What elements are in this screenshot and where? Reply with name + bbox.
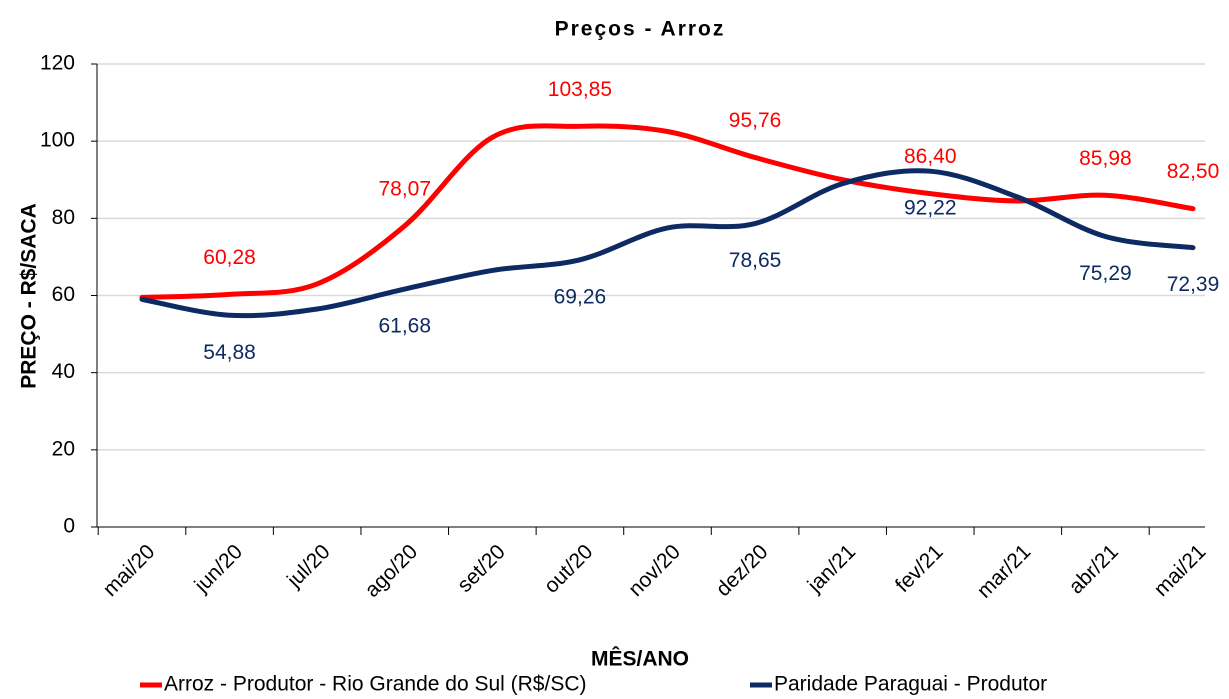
x-tick-label: mai/20 <box>99 540 160 601</box>
data-label: 60,28 <box>203 246 256 269</box>
chart-title: Preços - Arroz <box>555 18 726 41</box>
y-axis-title: PREÇO - R$/SACA <box>18 203 41 389</box>
y-tick-label: 80 <box>52 206 75 229</box>
x-tick-label: fev/21 <box>891 540 948 597</box>
y-tick-label: 0 <box>63 515 75 538</box>
y-tick-label: 40 <box>52 360 75 383</box>
data-label: 85,98 <box>1079 147 1132 170</box>
x-tick-label: ago/20 <box>361 540 423 602</box>
data-label: 78,07 <box>378 177 431 200</box>
data-label: 82,50 <box>1167 160 1220 183</box>
data-label: 54,88 <box>203 341 256 364</box>
data-label: 61,68 <box>378 315 431 338</box>
x-tick-label: jun/20 <box>190 540 247 597</box>
data-label: 86,40 <box>904 145 957 168</box>
data-label: 78,65 <box>729 249 782 272</box>
x-tick-label: out/20 <box>540 540 598 598</box>
x-axis-title: MÊS/ANO <box>591 647 689 671</box>
y-tick-label: 60 <box>52 283 75 306</box>
legend-label: Arroz - Produtor - Rio Grande do Sul (R$… <box>164 673 586 696</box>
data-label: 95,76 <box>729 109 782 132</box>
data-label: 69,26 <box>554 285 607 308</box>
data-label: 75,29 <box>1079 262 1132 285</box>
x-tick-label: mai/21 <box>1150 540 1211 601</box>
legend-label: Paridade Paraguai - Produtor <box>774 673 1047 696</box>
x-tick-label: dez/20 <box>712 540 773 601</box>
x-tick-label: mar/21 <box>973 540 1035 602</box>
line <box>139 168 1196 319</box>
x-tick-label: jan/21 <box>803 540 860 597</box>
x-tick-label: abr/21 <box>1065 540 1123 598</box>
y-tick-label: 20 <box>52 437 75 460</box>
data-label: 72,39 <box>1167 273 1220 296</box>
data-label: 92,22 <box>904 197 957 220</box>
y-tick-label: 100 <box>40 129 75 152</box>
line <box>139 123 1196 300</box>
x-tick-label: jul/20 <box>282 540 334 592</box>
data-label: 103,85 <box>548 78 612 101</box>
x-tick-label: nov/20 <box>624 540 685 601</box>
y-tick-label: 120 <box>40 52 75 75</box>
x-tick-label: set/20 <box>453 540 510 597</box>
